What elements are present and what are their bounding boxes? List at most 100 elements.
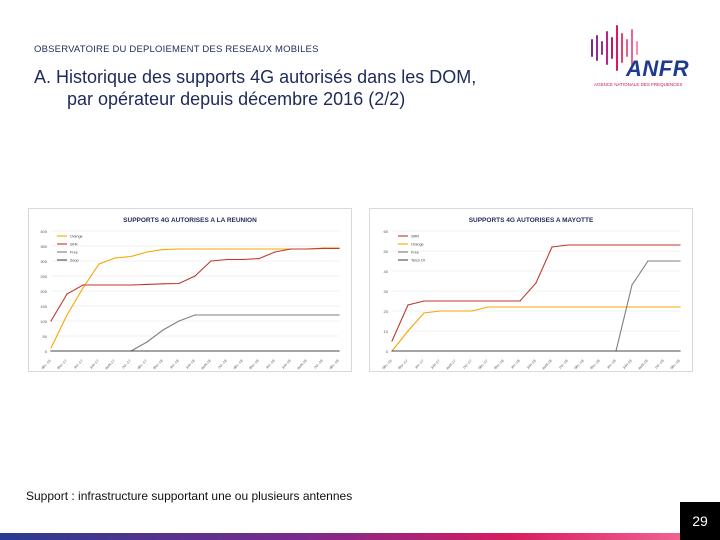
data-point	[146, 284, 147, 285]
data-point	[146, 341, 147, 342]
data-point	[647, 244, 648, 245]
x-tick-label: déc.-17	[477, 359, 488, 370]
data-point	[290, 350, 291, 351]
data-point	[503, 306, 504, 307]
observatory-heading: OBSERVATOIRE DU DEPLOIEMENT DES RESEAUX …	[34, 44, 319, 55]
page-number: 29	[680, 502, 720, 540]
y-tick-label: 50	[43, 334, 48, 339]
data-point	[551, 306, 552, 307]
data-point	[487, 306, 488, 307]
data-point	[519, 350, 520, 351]
data-point	[423, 300, 424, 301]
x-tick-label: févr.-19	[589, 359, 600, 370]
y-tick-label: 50	[384, 249, 389, 254]
x-tick-label: févr.-17	[56, 359, 67, 370]
data-point	[162, 283, 163, 284]
data-point	[274, 248, 275, 249]
data-point	[407, 350, 408, 351]
data-point	[455, 310, 456, 311]
data-point	[487, 300, 488, 301]
x-tick-label: avr.-17	[414, 359, 425, 370]
x-tick-label: févr.-19	[248, 359, 259, 370]
data-point	[663, 244, 664, 245]
x-tick-label: juin-18	[526, 359, 537, 370]
data-point	[647, 260, 648, 261]
data-point	[258, 248, 259, 249]
data-point	[519, 300, 520, 301]
data-point	[615, 244, 616, 245]
data-point	[242, 259, 243, 260]
x-tick-label: févr.-17	[397, 359, 408, 370]
y-tick-label: 300	[40, 259, 47, 264]
data-point	[226, 314, 227, 315]
data-point	[274, 251, 275, 252]
data-point	[567, 350, 568, 351]
x-tick-label: juin-17	[430, 359, 441, 370]
data-point	[226, 350, 227, 351]
x-tick-label: juin-19	[622, 359, 633, 370]
y-tick-label: 0	[45, 349, 48, 354]
y-tick-label: 350	[40, 244, 47, 249]
chart-reunion: SUPPORTS 4G AUTORISES A LA REUNION 0 50 100…	[28, 208, 352, 372]
data-point	[274, 350, 275, 351]
legend-label: Orange	[70, 235, 83, 239]
x-tick-label: avr.-18	[169, 359, 180, 370]
x-tick-label: avr.-18	[510, 359, 521, 370]
x-tick-label: oct.-19	[654, 359, 665, 370]
data-point	[242, 314, 243, 315]
data-point	[66, 314, 67, 315]
data-point	[423, 350, 424, 351]
y-tick-label: 400	[40, 229, 47, 234]
y-tick-label: 150	[40, 304, 47, 309]
data-point	[306, 350, 307, 351]
legend-label: SFR	[70, 243, 78, 247]
x-tick-label: avr.-19	[606, 359, 617, 370]
data-point	[338, 248, 339, 249]
data-point	[178, 283, 179, 284]
data-point	[423, 312, 424, 313]
data-point	[50, 320, 51, 321]
data-point	[391, 340, 392, 341]
data-point	[391, 350, 392, 351]
data-point	[146, 350, 147, 351]
data-point	[551, 350, 552, 351]
data-point	[178, 248, 179, 249]
data-point	[535, 306, 536, 307]
x-tick-label: août-18	[200, 359, 211, 370]
data-point	[274, 314, 275, 315]
data-point	[162, 350, 163, 351]
data-point	[647, 350, 648, 351]
data-point	[599, 244, 600, 245]
data-point	[583, 244, 584, 245]
data-point	[487, 350, 488, 351]
data-point	[503, 350, 504, 351]
legend-label: Free	[411, 251, 419, 255]
data-point	[519, 306, 520, 307]
x-tick-label: oct.-17	[121, 359, 132, 370]
data-point	[194, 275, 195, 276]
data-point	[162, 329, 163, 330]
data-point	[290, 248, 291, 249]
x-tick-label: déc.-19	[328, 359, 339, 370]
legend-label: Telco OI	[411, 259, 425, 263]
data-point	[535, 350, 536, 351]
data-point	[663, 306, 664, 307]
anfr-logo-subtitle: AGENCE NATIONALE DES FREQUENCES	[594, 82, 682, 87]
data-point	[178, 350, 179, 351]
data-point	[146, 251, 147, 252]
y-tick-label: 250	[40, 274, 47, 279]
data-point	[306, 314, 307, 315]
y-tick-label: 30	[384, 289, 389, 294]
page-title-line2: par opérateur depuis décembre 2016 (2/2)	[34, 88, 594, 110]
data-point	[322, 248, 323, 249]
data-point	[583, 350, 584, 351]
data-point	[439, 310, 440, 311]
y-tick-label: 100	[40, 319, 47, 324]
data-point	[258, 314, 259, 315]
data-point	[631, 306, 632, 307]
y-tick-label: 60	[384, 229, 389, 234]
data-point	[551, 246, 552, 247]
footnote: Support : infrastructure supportant une …	[26, 489, 352, 503]
x-tick-label: déc.-17	[136, 359, 147, 370]
y-tick-label: 40	[384, 269, 389, 274]
